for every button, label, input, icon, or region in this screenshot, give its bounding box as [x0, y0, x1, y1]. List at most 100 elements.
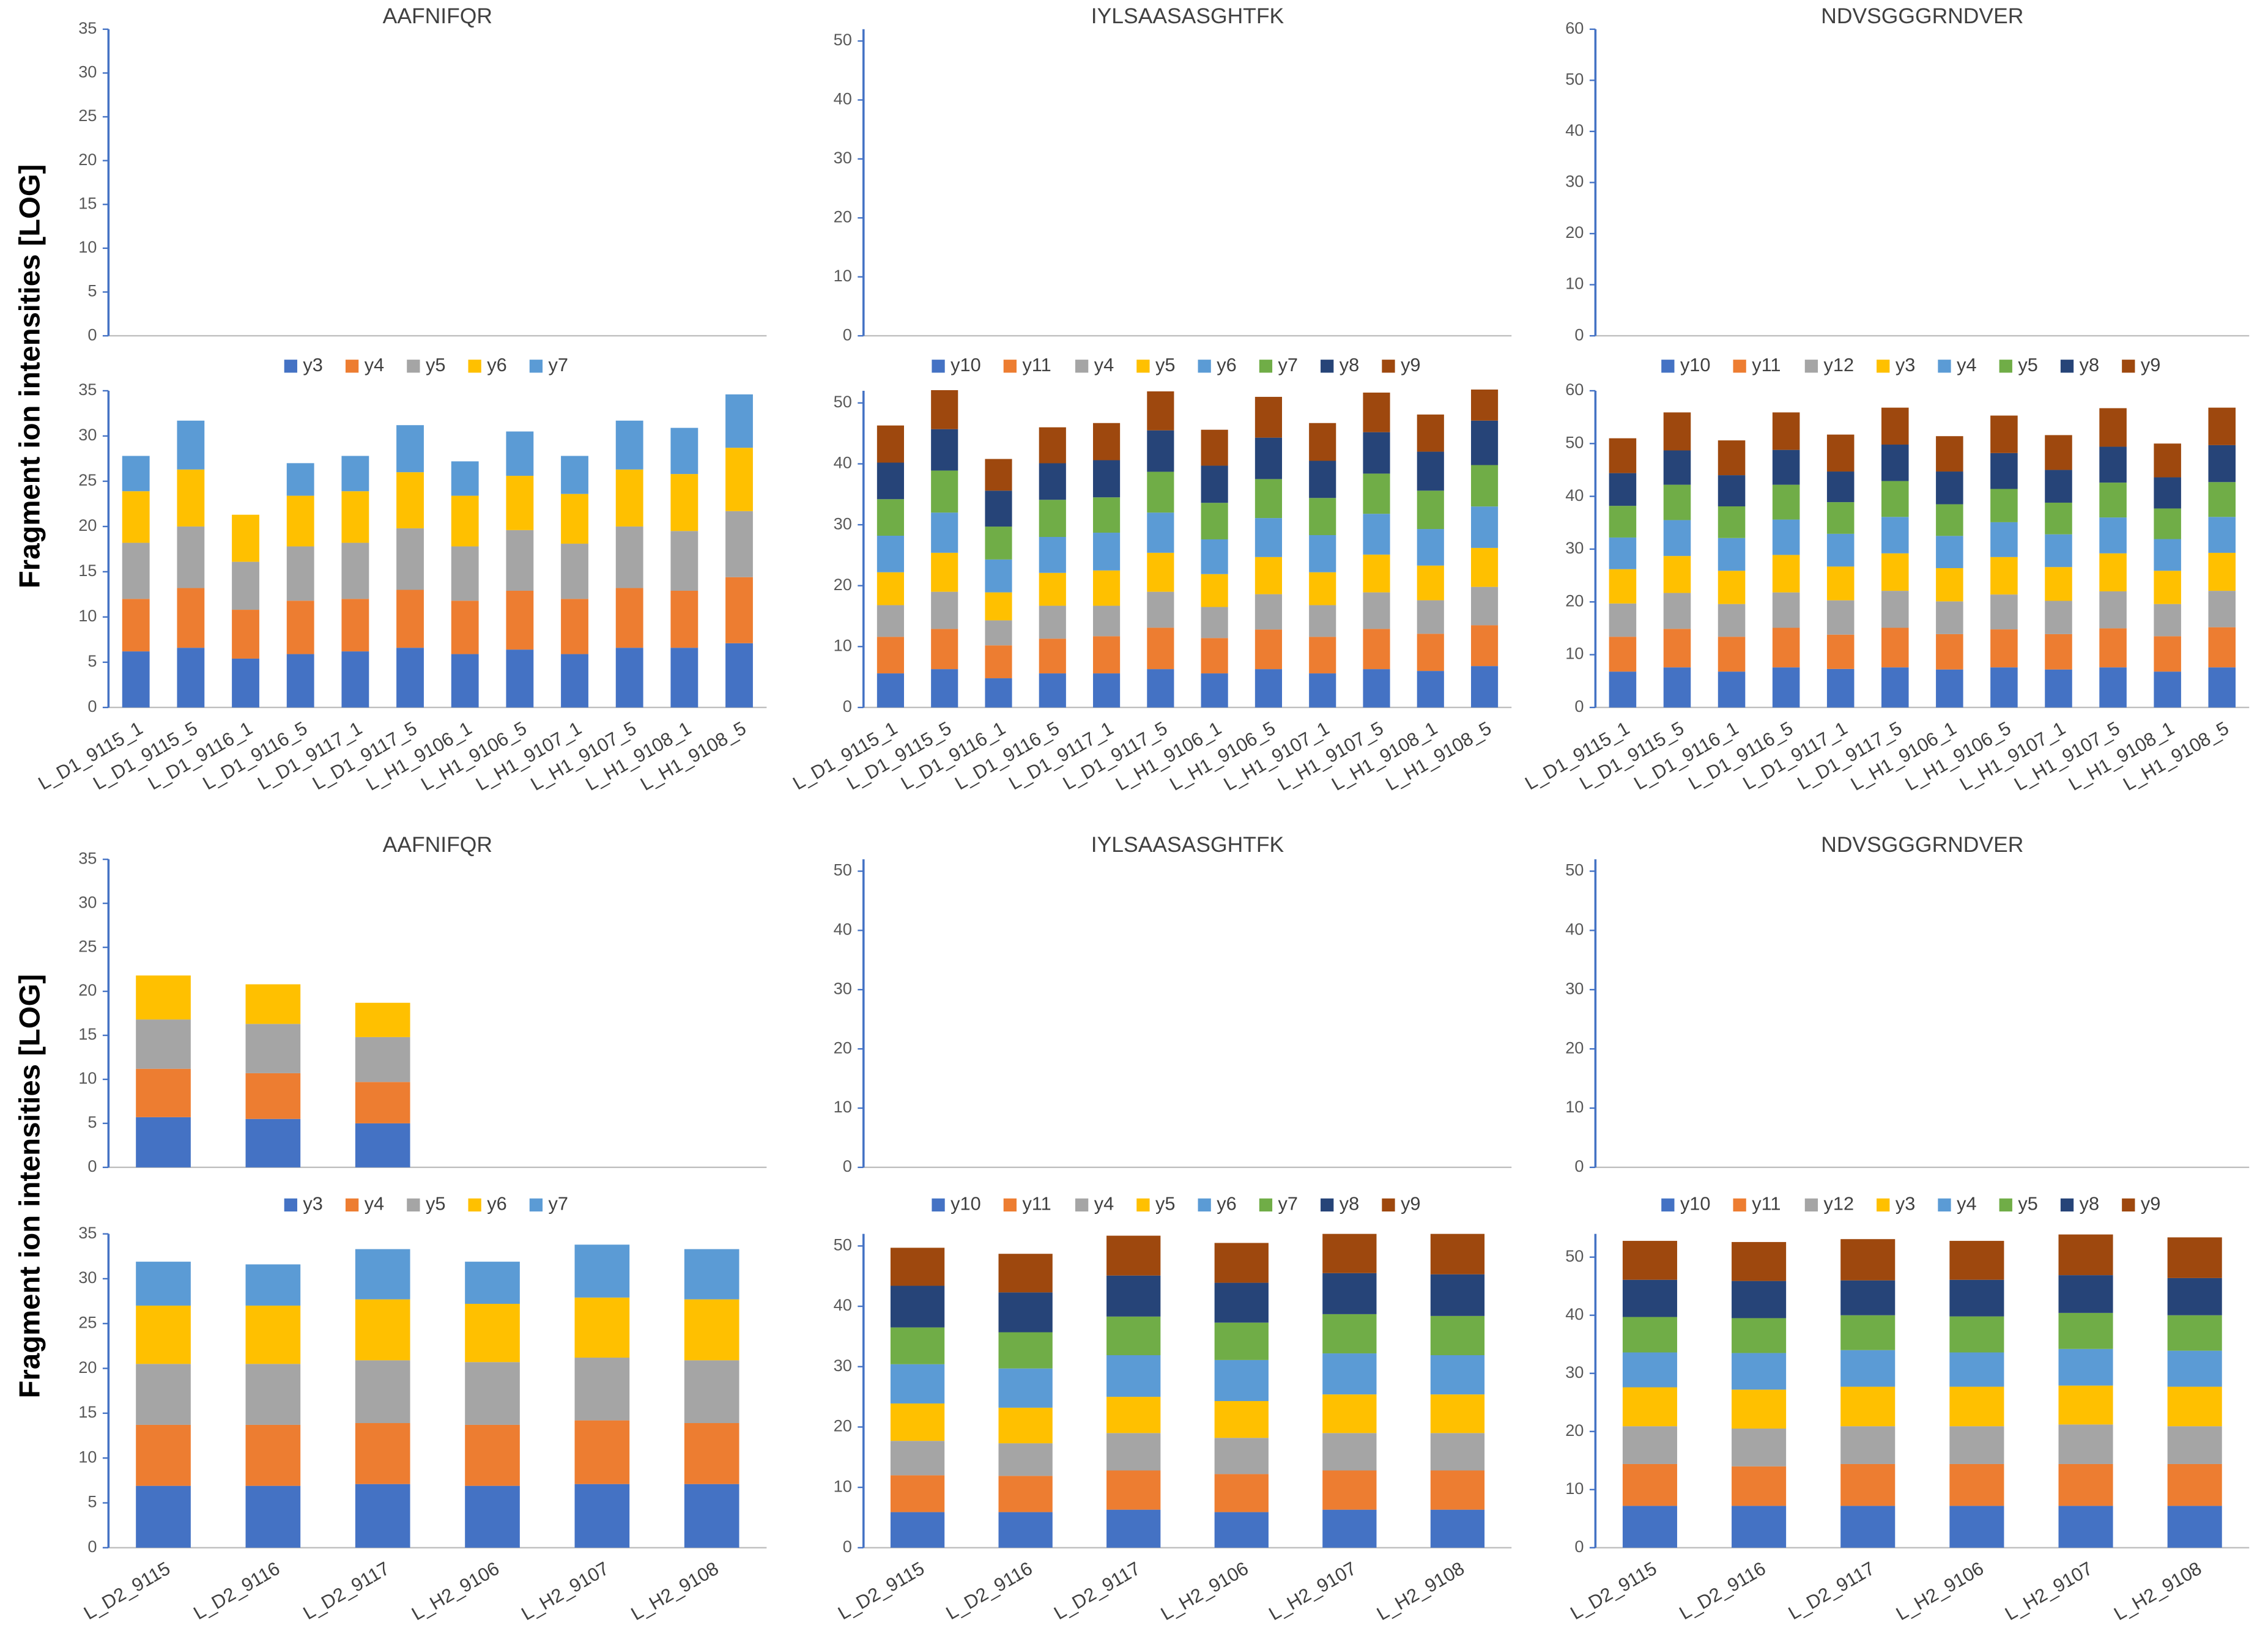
y-tick-label: 35: [78, 848, 97, 867]
bar-segment: [725, 643, 753, 708]
bar-segment: [177, 588, 205, 648]
bar-segment: [2045, 502, 2072, 534]
y-tick-label: 10: [834, 1097, 852, 1116]
bar-segment: [670, 531, 699, 591]
bar-segment: [396, 472, 424, 528]
bar-segment: [286, 495, 314, 547]
bar-segment: [1718, 506, 1746, 538]
bar-segment: [1092, 460, 1121, 498]
legend-swatch: [345, 360, 359, 373]
y-tick-label: 50: [834, 1235, 852, 1254]
legend-swatch: [1733, 360, 1746, 373]
bar-segment: [2099, 483, 2127, 518]
bar-segment: [1881, 667, 1909, 708]
legend-label: y9: [1401, 354, 1420, 375]
bar-segment: [1772, 412, 1800, 450]
legend-label: y10: [951, 1193, 981, 1214]
y-tick-label: 60: [1565, 18, 1584, 37]
y-tick-label: 40: [1565, 486, 1584, 505]
bar-segment: [1663, 484, 1691, 520]
y-tick-label: 10: [834, 1476, 852, 1495]
bar-segment: [1840, 1506, 1896, 1548]
legend-swatch: [1999, 1198, 2012, 1211]
bar-segment: [1990, 522, 2018, 557]
legend-swatch: [1198, 360, 1211, 373]
bar-segment: [2154, 508, 2181, 539]
bar-segment: [2058, 1385, 2113, 1425]
bar-segment: [1936, 669, 1963, 708]
bar-segment: [1881, 591, 1909, 628]
y-tick-label: 20: [1565, 1421, 1584, 1440]
y-tick-label: 35: [78, 18, 97, 37]
bar-segment: [1840, 1386, 1896, 1427]
bar-segment: [1732, 1241, 1787, 1281]
bar-segment: [1430, 1355, 1485, 1395]
bar-segment: [1949, 1506, 2004, 1548]
bar-segment: [2045, 534, 2072, 568]
bar-segment: [1622, 1352, 1677, 1388]
bar-segment: [1881, 481, 1909, 517]
bar-segment: [122, 456, 150, 492]
bar-segment: [2099, 628, 2127, 668]
bar-segment: [561, 599, 588, 654]
bar-segment: [890, 1327, 945, 1364]
y-tick-label: 0: [87, 1156, 97, 1175]
y-tick-label: 0: [87, 1537, 97, 1556]
legend-label: y11: [1022, 354, 1051, 375]
y-tick-label: 20: [834, 1416, 852, 1435]
bar-segment: [890, 1403, 945, 1441]
bar-segment: [1214, 1359, 1269, 1402]
bar-segment: [1201, 607, 1228, 638]
bar-segment: [1309, 423, 1336, 461]
y-tick-label: 25: [78, 106, 97, 125]
bar-segment: [876, 536, 904, 572]
bar-segment: [2045, 470, 2072, 503]
bar-segment: [1417, 529, 1444, 566]
bar-segment: [1840, 1239, 1896, 1281]
bar-segment: [1147, 430, 1174, 472]
bar-segment: [2208, 627, 2236, 668]
y-tick-label: 5: [87, 281, 97, 300]
bar-segment: [355, 1037, 410, 1082]
legend-swatch: [1136, 360, 1150, 373]
bar-segment: [684, 1299, 739, 1361]
bar-segment: [1470, 666, 1499, 708]
y-tick-label: 15: [78, 193, 97, 212]
bar-segment: [1840, 1350, 1896, 1387]
legend-label: y3: [1896, 1193, 1915, 1214]
bar-segment: [1663, 450, 1691, 485]
bar-segment: [684, 1360, 739, 1424]
legend-label: y6: [1217, 354, 1236, 375]
bar-segment: [1663, 667, 1691, 708]
bar-segment: [1363, 473, 1390, 514]
y-tick-label: 50: [1565, 1246, 1584, 1265]
bar-segment: [2045, 669, 2072, 708]
bar-segment: [1622, 1463, 1677, 1506]
bar-segment: [122, 651, 150, 708]
legend-label: y4: [1957, 1193, 1976, 1214]
bar-segment: [1663, 556, 1691, 593]
bar-segment: [341, 542, 369, 599]
bar-segment: [1990, 629, 2018, 668]
legend-swatch: [2122, 1198, 2135, 1211]
bar-segment: [1990, 489, 2018, 522]
legend-swatch: [407, 360, 420, 373]
legend-swatch: [932, 1198, 945, 1211]
bar-segment: [725, 511, 753, 577]
legend-label: y9: [1401, 1193, 1420, 1214]
y-axis-label: Fragment ion intensities [LOG]: [14, 165, 46, 589]
bar-segment: [615, 588, 643, 648]
bar-segment: [2208, 482, 2236, 517]
legend-swatch: [284, 1198, 297, 1211]
bar-segment: [1201, 574, 1228, 607]
legend-label: y10: [951, 354, 981, 375]
y-tick-label: 10: [1565, 1479, 1584, 1498]
bar-segment: [1417, 414, 1444, 452]
y-tick-label: 0: [87, 325, 97, 344]
y-tick-label: 10: [1565, 644, 1584, 663]
bar-segment: [1718, 571, 1746, 604]
bar-segment: [355, 1299, 410, 1361]
x-tick-label: L_D2_9115: [1566, 1558, 1660, 1624]
legend-label: y11: [1752, 354, 1781, 375]
bar-segment: [1936, 601, 1963, 634]
